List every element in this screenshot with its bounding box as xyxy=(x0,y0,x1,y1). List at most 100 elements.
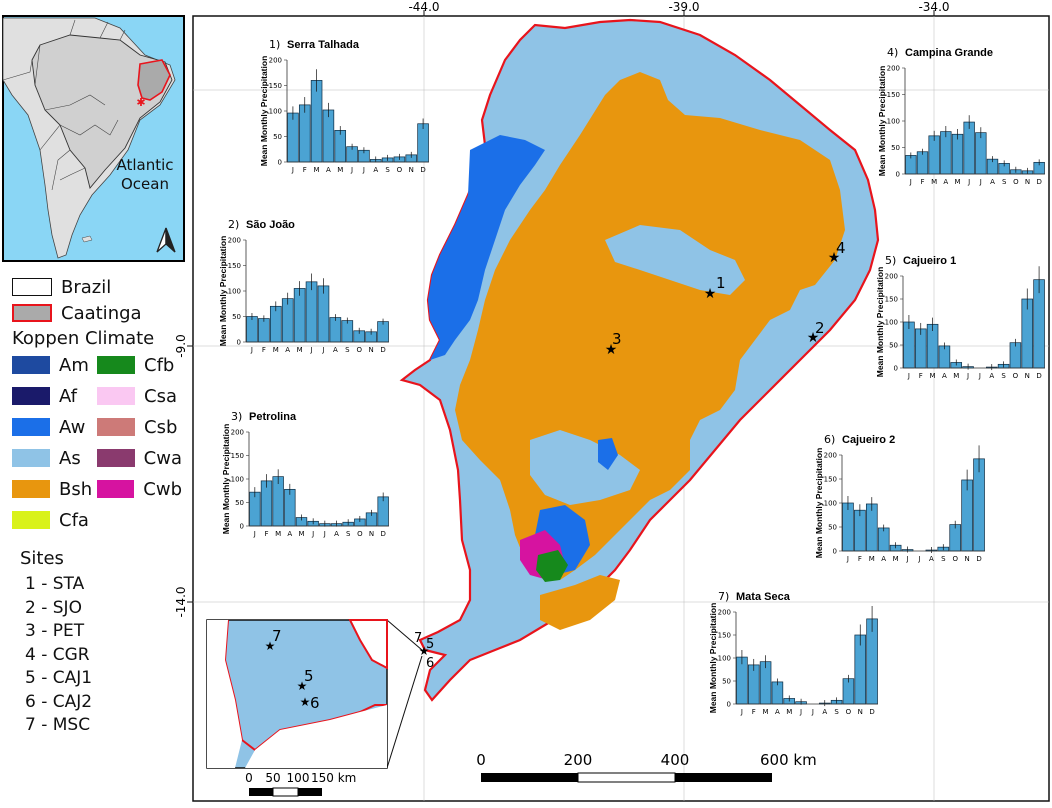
koppen-item-aw: Aw xyxy=(12,416,97,438)
x-tick-label: N xyxy=(1025,178,1030,186)
inset-site-star: ★ xyxy=(300,695,311,709)
site-cluster-marker: ✱ xyxy=(136,96,145,109)
koppen-item-cwa: Cwa xyxy=(97,447,182,469)
chart-number: 4) xyxy=(887,46,898,59)
falkland-islands xyxy=(81,235,93,243)
y-tick-label: 200 xyxy=(269,57,282,65)
x-tick-label: M xyxy=(273,346,279,354)
site-marker-label-7: 7 xyxy=(414,631,422,646)
legend-caatinga-label: Caatinga xyxy=(61,302,142,324)
precip-chart-7: 7) Mata Seca Mean Monthly Precipitation 0 50… xyxy=(708,590,878,716)
x-tick-label: D xyxy=(1036,372,1041,380)
x-tick-label: A xyxy=(929,555,934,563)
chart-title: Campina Grande xyxy=(905,47,993,59)
x-tick-label: F xyxy=(264,530,268,538)
x-tick-label: J xyxy=(978,372,981,380)
bar xyxy=(949,524,962,552)
koppen-label: Aw xyxy=(59,416,86,438)
bar xyxy=(249,491,261,527)
chart-ylabel: Mean Monthly Precipitation xyxy=(221,424,231,535)
koppen-label: Bsh xyxy=(59,478,93,500)
x-tick-label: M xyxy=(297,346,303,354)
bar xyxy=(973,458,985,552)
x-tick-label: M xyxy=(954,178,960,186)
inset-scale-label-0: 0 xyxy=(245,771,253,785)
koppen-swatch xyxy=(97,387,135,405)
inset-scale-bar: 0 50 100 150 km xyxy=(245,771,356,797)
x-tick-label: J xyxy=(740,708,743,716)
y-tick-label: 0 xyxy=(833,548,837,556)
x-tick-label: O xyxy=(1013,178,1019,186)
koppen-swatch xyxy=(12,418,50,436)
koppen-label: Cwa xyxy=(143,447,182,469)
bar xyxy=(269,305,282,343)
x-tick-label: F xyxy=(858,555,862,563)
lon-tick-2: -39.0 xyxy=(668,0,699,14)
bar xyxy=(377,496,389,527)
y-tick-label: 50 xyxy=(891,144,900,152)
inset-scale-label-100: 100 xyxy=(287,771,310,785)
chart-ylabel: Mean Monthly Precipitation xyxy=(259,56,269,167)
x-tick-label: J xyxy=(967,178,970,186)
chart-title: Mata Seca xyxy=(736,591,791,603)
main-scale-bar: 0 200 400 600 km xyxy=(476,751,817,783)
x-tick-label: D xyxy=(420,166,425,174)
y-tick-label: 150 xyxy=(824,476,837,484)
site-marker-star: ★ xyxy=(704,286,717,302)
bar xyxy=(951,133,964,175)
precip-chart-5: 5) Cajueiro 1 Mean Monthly Precipitation 0 5… xyxy=(875,254,1045,380)
site-entry: 2 - SJO xyxy=(25,597,82,618)
precip-chart-3: 3) Petrolina Mean Monthly Precipitation 0 50… xyxy=(221,410,389,538)
site-marker-label-6: 6 xyxy=(426,656,434,671)
x-tick-label: D xyxy=(976,555,981,563)
x-tick-label: A xyxy=(333,346,338,354)
x-tick-label: J xyxy=(310,346,313,354)
chart-ylabel: Mean Monthly Precipitation xyxy=(708,603,718,714)
x-tick-label: A xyxy=(990,178,995,186)
x-tick-label: S xyxy=(1001,372,1006,380)
bar xyxy=(940,131,952,175)
legend-brazil-label: Brazil xyxy=(61,276,112,298)
x-tick-label: N xyxy=(965,555,970,563)
x-tick-label: A xyxy=(881,555,886,563)
koppen-item-csa: Csa xyxy=(97,386,182,407)
precip-chart-2: 2) São João Mean Monthly Precipitation 0 50 1… xyxy=(218,218,389,354)
x-tick-label: A xyxy=(285,346,290,354)
inset-site-label-6: 6 xyxy=(310,694,320,712)
inset-scale-label-150: 150 km xyxy=(311,771,356,785)
legend-brazil: Brazil xyxy=(12,274,187,300)
inset-site-star: ★ xyxy=(297,679,308,693)
y-tick-label: 150 xyxy=(228,262,241,270)
caatinga-cfb-patch xyxy=(536,550,568,582)
koppen-item-cfa: Cfa xyxy=(12,509,97,531)
bar xyxy=(284,488,296,527)
bar xyxy=(305,281,318,343)
koppen-swatch xyxy=(97,356,135,374)
x-tick-label: A xyxy=(287,530,292,538)
x-tick-label: J xyxy=(350,166,353,174)
precip-chart-6: 6) Cajueiro 2 Mean Monthly Precipitation 0 5… xyxy=(814,433,985,563)
x-tick-label: D xyxy=(869,708,874,716)
chart-ylabel: Mean Monthly Precipitation xyxy=(814,448,824,559)
ocean-label-line1: Atlantic xyxy=(116,156,173,174)
bar xyxy=(246,316,258,343)
y-tick-label: 150 xyxy=(718,632,731,640)
inset-site-label-5: 5 xyxy=(304,667,314,685)
x-tick-label: M xyxy=(298,530,304,538)
bar xyxy=(334,130,347,163)
y-tick-label: 0 xyxy=(278,159,282,167)
bar xyxy=(377,321,389,343)
koppen-swatch xyxy=(12,449,50,467)
chart-ylabel: Mean Monthly Precipitation xyxy=(218,236,228,347)
y-tick-label: 100 xyxy=(885,319,898,327)
x-tick-label: J xyxy=(321,346,324,354)
koppen-item-as: As xyxy=(12,448,97,469)
x-tick-label: J xyxy=(250,346,253,354)
koppen-label: Cfb xyxy=(144,354,175,376)
brazil-swatch xyxy=(12,278,52,296)
y-tick-label: 50 xyxy=(722,678,731,686)
precipitation-charts: 1) Serra Talhada Mean Monthly Precipitatio… xyxy=(218,38,1045,716)
bar xyxy=(293,288,306,343)
koppen-label: Cfa xyxy=(59,509,89,531)
